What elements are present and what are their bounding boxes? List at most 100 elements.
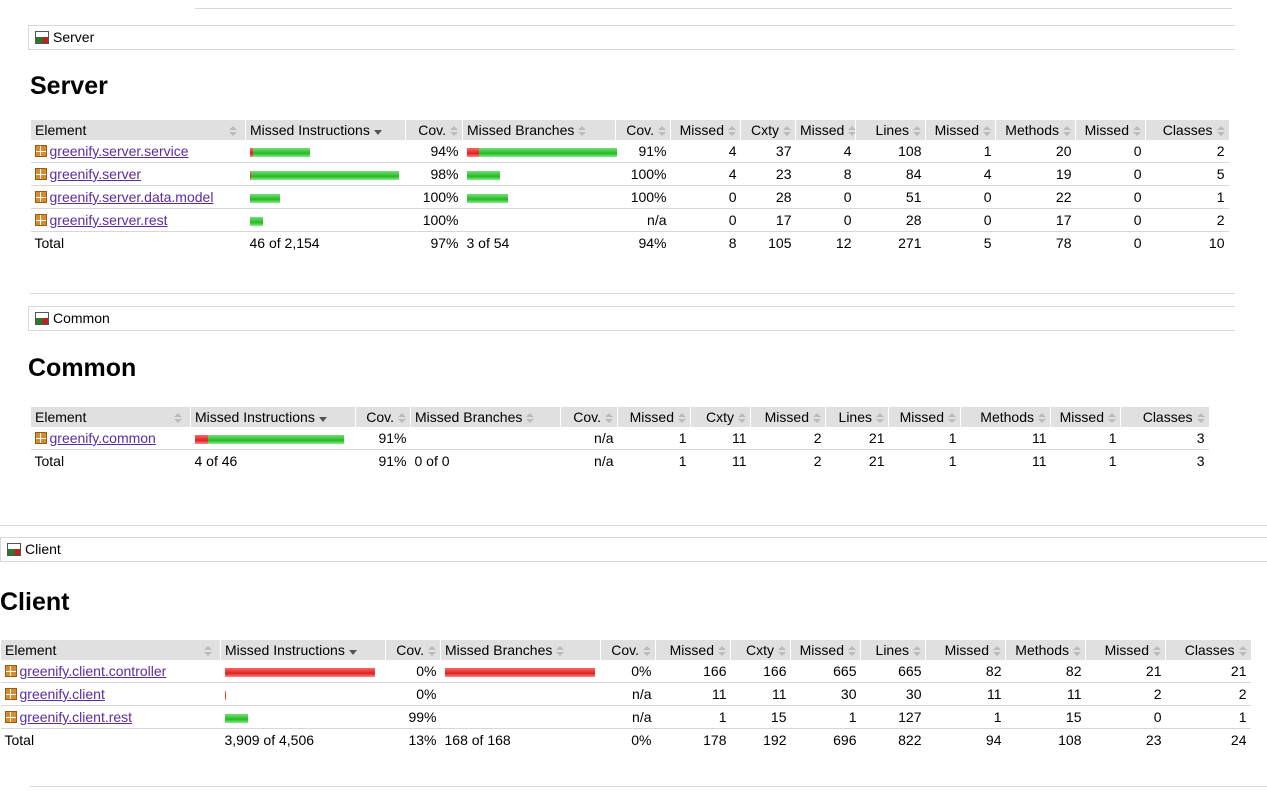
breadcrumb-text: Common [53,310,110,326]
instructions-bar-cell [220,682,386,706]
sort-icon [728,126,736,137]
cell: 0 [795,208,856,232]
header-label: Cxty [746,642,774,658]
column-header[interactable]: Cxty [690,407,751,427]
cell: 11 [925,682,1006,706]
column-header[interactable]: Cxty [730,640,791,660]
column-header[interactable]: Missed [1085,640,1166,660]
package-link[interactable]: greenify.server.data.model [49,189,214,205]
column-header[interactable]: Missed [750,407,826,427]
sort-icon [643,646,651,657]
cell: 21 [1085,660,1166,683]
cell: 15 [1005,705,1086,729]
column-header[interactable]: Cov. [600,640,656,660]
cell: 1 [925,705,1006,729]
header-label: Methods [1005,122,1059,138]
sort-icon [605,413,613,424]
column-header[interactable]: Missed [795,120,857,140]
section-heading: Server [30,72,108,100]
cell: 0 [1085,705,1166,729]
column-header[interactable]: Element [0,640,221,660]
column-header[interactable]: Cov. [385,640,441,660]
column-header[interactable]: Missed Branches [410,407,561,427]
column-header[interactable]: Methods [960,407,1051,427]
column-header[interactable]: Element [30,120,246,140]
column-header[interactable]: Missed [1075,120,1146,140]
cell: 2 [1085,682,1166,706]
element-cell: greenify.client [0,682,221,706]
header-label: Missed Branches [467,122,575,138]
column-header[interactable]: Cxty [740,120,796,140]
total-cell: 108 [1005,728,1086,751]
column-header[interactable]: Cov. [560,407,618,427]
row: greenify.server.data.model 100% 100% 0 28 0 51… [30,185,1229,209]
total-cell: 105 [740,231,796,254]
package-link[interactable]: greenify.server [49,166,142,182]
sort-icon [1216,126,1225,137]
package-icon [4,711,17,723]
breadcrumb-icon [35,312,49,325]
column-header[interactable]: Cov. [615,120,671,140]
package-link[interactable]: greenify.common [49,430,156,446]
column-header[interactable]: Missed Instructions [190,407,356,427]
package-link[interactable]: greenify.client.controller [19,663,167,679]
column-header[interactable]: Missed [790,640,861,660]
cell: 99% [385,705,441,729]
total-cell: Total [0,728,221,751]
header-label: Missed [764,409,809,425]
column-header[interactable]: Missed [670,120,741,140]
covered-bar [466,170,500,180]
column-header[interactable]: Missed [925,640,1006,660]
cell: 1 [925,140,996,163]
cell: 0 [1075,185,1146,209]
thead: Element Missed Instructions Cov. Missed Bra… [30,407,1209,427]
column-header[interactable]: Methods [995,120,1076,140]
package-link[interactable]: greenify.client.rest [19,709,133,725]
header-label: Missed [1104,642,1149,658]
column-header[interactable]: Lines [855,120,926,140]
sort-icon [718,646,726,657]
column-header[interactable]: Missed Branches [462,120,616,140]
package-link[interactable]: greenify.client [19,686,105,702]
header-label: Methods [1015,642,1069,658]
column-header[interactable]: Classes [1120,407,1209,427]
covered-bar [207,434,345,444]
header-label: Cxty [751,122,779,138]
package-link[interactable]: greenify.server.service [49,143,189,159]
column-header[interactable]: Classes [1145,120,1229,140]
column-header[interactable]: Missed Instructions [245,120,406,140]
instructions-bar-cell [245,162,406,186]
cell: 665 [860,660,926,683]
column-header[interactable]: Missed [655,640,731,660]
header-label: Cxty [706,409,734,425]
header-row: Element Missed Instructions Cov. Missed Bra… [30,120,1229,140]
header-label: Missed Branches [445,642,553,658]
column-header[interactable]: Cov. [355,407,411,427]
column-header[interactable]: Missed Branches [440,640,601,660]
total-cell: 94% [615,231,671,254]
sort-icon [428,646,436,657]
covered-bar [479,147,617,157]
column-header[interactable]: Missed [888,407,961,427]
coverage-table: Element Missed Instructions Cov. Missed Bra… [0,640,1251,751]
covered-bar [224,713,248,723]
column-header[interactable]: Element [30,407,191,427]
column-header[interactable]: Methods [1005,640,1086,660]
row: greenify.server.service 94% 91% 4 37 4 108 1 20 0… [30,140,1229,163]
sort-icon [948,413,956,424]
column-header[interactable]: Missed [1050,407,1121,427]
total-cell: 5 [925,231,996,254]
instructions-bar-cell [245,185,406,209]
column-header[interactable]: Classes [1165,640,1251,660]
column-header[interactable]: Missed [925,120,996,140]
column-header[interactable]: Missed [617,407,691,427]
cell: 37 [740,140,796,163]
total-cell: 24 [1165,728,1251,751]
sort-icon [848,126,857,137]
column-header[interactable]: Lines [860,640,926,660]
package-link[interactable]: greenify.server.rest [49,212,168,228]
column-header[interactable]: Missed Instructions [220,640,386,660]
column-header[interactable]: Cov. [405,120,463,140]
separator [0,525,1267,526]
column-header[interactable]: Lines [825,407,889,427]
